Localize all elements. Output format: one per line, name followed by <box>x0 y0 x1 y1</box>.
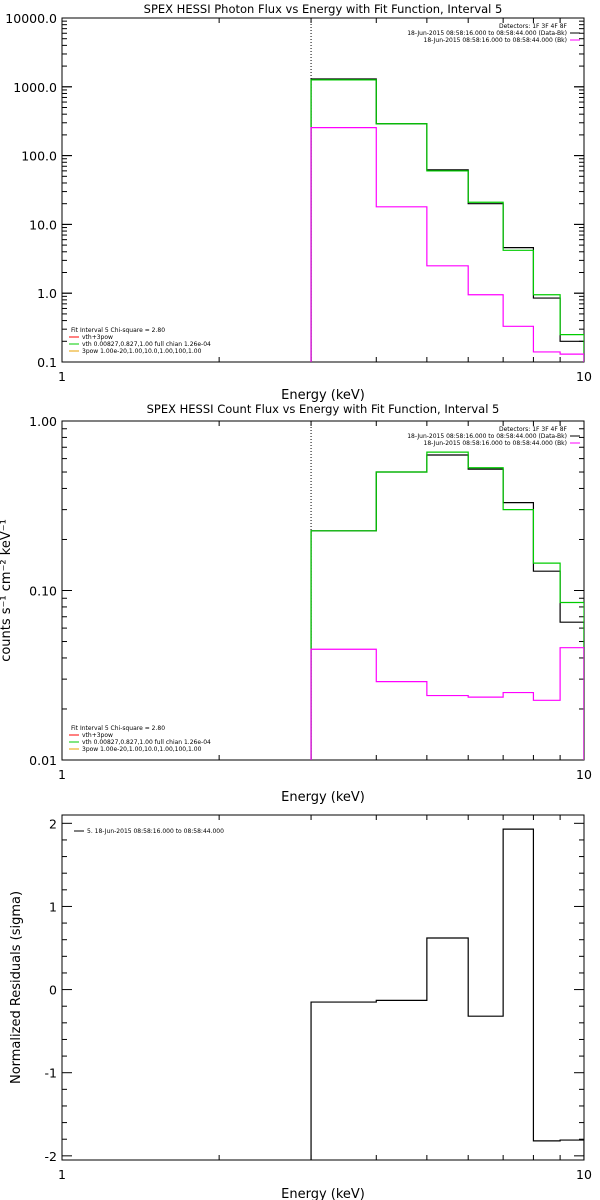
legend-entry: 18-Jun-2015 08:58:16.000 to 08:58:44.000… <box>424 37 567 44</box>
legend-entry: 3pow 1.00e-20,1.00,10.0,1.00,100,1.00 <box>82 746 202 753</box>
series-group <box>310 451 584 760</box>
y-tick-label: 1000.0 <box>13 80 57 95</box>
y-axis-ticks <box>62 17 584 363</box>
legend-entry: Fit Interval 5 Chi-square = 2.80 <box>71 725 165 732</box>
legend-left: Fit Interval 5 Chi-square = 2.80vth+3pow… <box>69 327 211 355</box>
x-tick-label: 10 <box>576 1167 592 1182</box>
legend-entry: Detectors: 1F 3F 4F 8F <box>499 426 568 433</box>
legend-entry: 18-Jun-2015 08:58:16.000 to 08:58:44.000… <box>407 433 567 440</box>
x-tick-label: 10 <box>576 369 592 384</box>
y-tick-label: 10.0 <box>29 217 57 232</box>
series-group <box>310 828 584 1160</box>
legend-entry: vth 0.00827,0.827,1.00 full chian 1.26e-… <box>82 341 211 348</box>
legend-entry: 18-Jun-2015 08:58:16.000 to 08:58:44.000… <box>407 30 567 37</box>
x-tick-label: 1 <box>58 1167 66 1182</box>
plot-frame <box>61 814 585 1161</box>
y-tick-label: 1.0 <box>37 286 57 301</box>
series-3-line <box>310 127 584 362</box>
y-tick-label: 0.01 <box>29 753 57 768</box>
y-axis-label: Normalized Residuals (sigma) <box>9 891 24 1084</box>
chart-title: SPEX HESSI Photon Flux vs Energy with Fi… <box>144 2 503 16</box>
series-2-line <box>310 451 584 760</box>
legend-entry: vth+3pow <box>82 732 113 739</box>
series-1-line <box>310 78 584 362</box>
plot-frame <box>61 17 585 363</box>
x-tick-label: 10 <box>576 767 592 782</box>
y-tick-label: 2 <box>49 816 57 831</box>
y-axis-label: counts s⁻¹ cm⁻² keV⁻¹ <box>0 519 14 662</box>
y-tick-label: 1 <box>49 899 57 914</box>
legend-entry: 3pow 1.00e-20,1.00,10.0,1.00,100,1.00 <box>82 348 202 355</box>
y-axis-ticks <box>62 420 584 761</box>
x-axis-ticks <box>61 18 585 362</box>
legend-entry: Detectors: 1F 3F 4F 8F <box>499 23 568 30</box>
legend-entry: Fit Interval 5 Chi-square = 2.80 <box>71 327 165 334</box>
y-tick-label: -2 <box>45 1149 57 1164</box>
series-2-line <box>310 79 584 362</box>
y-tick-label: 10000.0 <box>5 11 57 26</box>
x-axis-label: Energy (keV) <box>281 1187 365 1200</box>
plot-frame <box>61 420 585 761</box>
y-tick-label: 0.1 <box>37 355 57 370</box>
y-axis-ticks <box>62 822 584 1157</box>
x-axis-label: Energy (keV) <box>281 790 365 805</box>
chart-title: SPEX HESSI Count Flux vs Energy with Fit… <box>147 402 500 416</box>
x-axis-ticks <box>61 815 585 1160</box>
chart-1: 1 10 0.1 1.0 10.0 100.0 1000.0 10000.0 SPEX HESS… <box>5 2 592 403</box>
legend-left: 5. 18-Jun-2015 08:58:16.000 to 08:58:44.… <box>74 828 224 835</box>
x-axis-label: Energy (keV) <box>281 388 365 403</box>
y-tick-label: 0.10 <box>29 584 57 599</box>
y-tick-label: -1 <box>45 1066 57 1081</box>
y-tick-label: 1.00 <box>29 414 57 429</box>
legend-entry: 5. 18-Jun-2015 08:58:16.000 to 08:58:44.… <box>87 828 224 835</box>
legend-entry: vth+3pow <box>82 334 113 341</box>
series-1-line <box>310 454 584 760</box>
y-tick-label: 100.0 <box>21 149 57 164</box>
chart-2: 1 10 0.01 0.10 1.00 SPEX HESSI Count Flux vs … <box>0 402 592 805</box>
y-tick-label: 0 <box>49 983 57 998</box>
chart-3: 1 10 -2 -1 0 1 2 Energy (keV) Normalized Residua… <box>9 814 592 1200</box>
x-tick-label: 1 <box>58 369 66 384</box>
x-tick-label: 1 <box>58 767 66 782</box>
legend-entry: vth 0.00827,0.827,1.00 full chian 1.26e-… <box>82 739 211 746</box>
series-1-line <box>310 828 584 1160</box>
legend-left: Fit Interval 5 Chi-square = 2.80vth+3pow… <box>69 725 211 753</box>
x-axis-ticks <box>61 421 585 760</box>
legend-entry: 18-Jun-2015 08:58:16.000 to 08:58:44.000… <box>424 440 567 447</box>
series-group <box>310 78 584 362</box>
series-3-line <box>310 647 584 760</box>
